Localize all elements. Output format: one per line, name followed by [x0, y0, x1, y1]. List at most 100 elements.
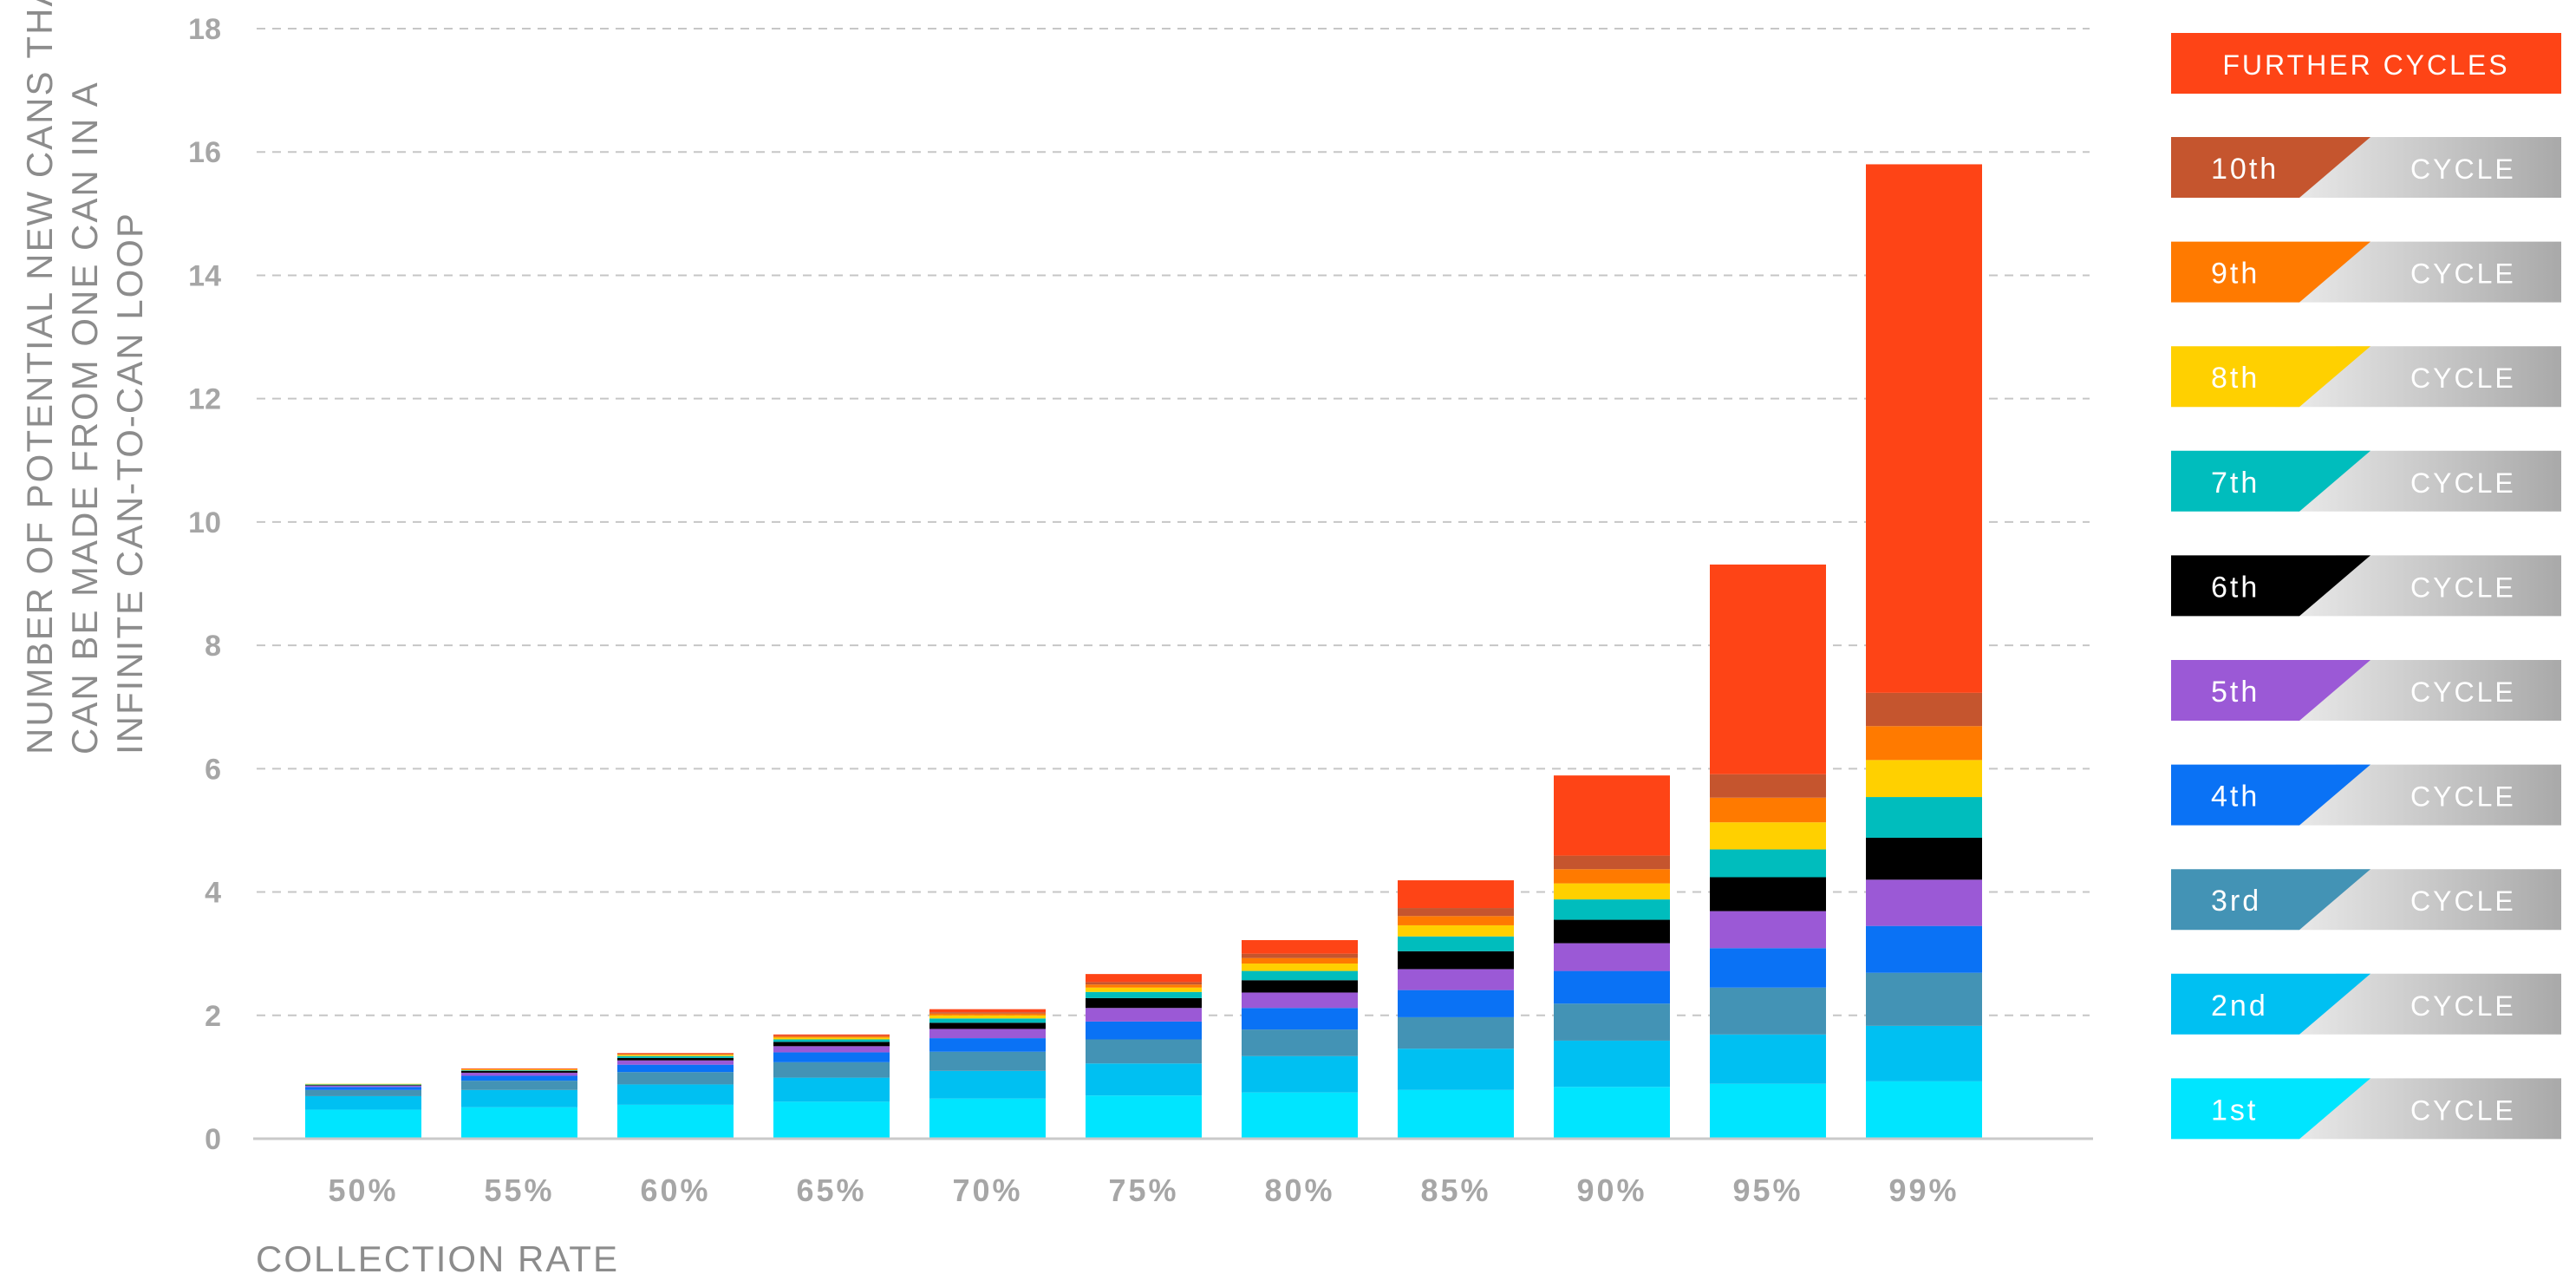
bar-segment — [1242, 992, 1358, 1009]
x-tick-label: 70% — [952, 1173, 1022, 1208]
bar-segment — [1086, 1021, 1202, 1040]
x-tick-label: 75% — [1108, 1173, 1178, 1208]
bar-segment — [929, 1013, 1046, 1016]
bar-segment — [1398, 936, 1514, 951]
x-axis-title: COLLECTION RATE — [256, 1238, 619, 1279]
bar-segment — [1398, 951, 1514, 970]
legend-swatch — [2171, 1078, 2371, 1140]
legend-cycle-label: CYCLE — [2410, 1094, 2516, 1126]
bar-segment — [1710, 822, 1826, 850]
bar-segment — [461, 1068, 577, 1070]
bar-segment — [461, 1081, 577, 1090]
bar-segment — [461, 1068, 577, 1069]
bar-segment — [1242, 980, 1358, 993]
legend-ordinal-label: 6th — [2211, 571, 2260, 604]
bar-segment — [1242, 957, 1358, 964]
x-tick-label: 80% — [1264, 1173, 1334, 1208]
bar-segment — [1866, 726, 1982, 761]
bar-segment — [773, 1101, 890, 1139]
bar-segment — [1398, 1089, 1514, 1139]
bar-segment — [929, 1051, 1046, 1071]
legend-swatch-further-cycles — [2171, 33, 2561, 94]
y-tick-label: 8 — [205, 630, 221, 663]
bar-segment — [1398, 1049, 1514, 1090]
legend-cycle-label: CYCLE — [2410, 572, 2516, 603]
bar-segment — [1554, 869, 1670, 884]
bar-segment — [1710, 911, 1826, 949]
legend-item-6th: 6th CYCLE — [2171, 555, 2561, 617]
x-tick-label: 55% — [484, 1173, 554, 1208]
bar-segment — [1710, 877, 1826, 911]
bar-segment — [305, 1089, 421, 1096]
y-tick-label: 6 — [205, 753, 221, 786]
legend-swatch — [2171, 450, 2371, 512]
bar-segment — [1242, 1008, 1358, 1030]
legend-item-10th: 10th CYCLE — [2171, 137, 2561, 198]
y-tick-label: 16 — [188, 136, 221, 169]
bar-segment — [1554, 1087, 1670, 1139]
bar-segment — [461, 1070, 577, 1073]
legend-item-4th: 4th CYCLE — [2171, 764, 2561, 826]
legend-cycle-label: CYCLE — [2410, 990, 2516, 1022]
bar-segment — [305, 1095, 421, 1110]
x-tick-label: 85% — [1420, 1173, 1490, 1208]
x-axis-ticks: 50% 55% 60% 65% 70% 75% 80% 85% 90% 95% 99% — [328, 1173, 1956, 1208]
y-tick-label: 12 — [188, 383, 221, 416]
x-tick-label: 50% — [328, 1173, 398, 1208]
bar-segment — [773, 1037, 890, 1040]
bar-segment — [1710, 948, 1826, 988]
bar-segment — [1554, 855, 1670, 870]
legend-ordinal-label: 5th — [2211, 676, 2260, 709]
bar-segment — [929, 1015, 1046, 1019]
bar-segment — [1554, 1003, 1670, 1041]
y-tick-label: 14 — [188, 259, 221, 292]
legend-ordinal-label: 4th — [2211, 781, 2260, 813]
bar-segment — [617, 1053, 734, 1055]
bar-segment — [1554, 775, 1670, 856]
bar-segment — [617, 1060, 734, 1065]
bar-segment — [1086, 991, 1202, 998]
bar-segment — [929, 1098, 1046, 1139]
legend-label-further-cycles: FURTHER CYCLES — [2222, 49, 2509, 81]
bar-segment — [1242, 1055, 1358, 1093]
bar-segment — [1086, 987, 1202, 992]
y-axis-title: NUMBER OF POTENTIAL NEW CANS THAT CAN BE… — [19, 0, 150, 755]
bar-segment — [929, 1070, 1046, 1099]
bar-segment — [461, 1075, 577, 1081]
bar-segment — [929, 1012, 1046, 1014]
bar-segment — [1554, 883, 1670, 900]
bar-segment — [773, 1046, 890, 1053]
legend-ordinal-label: 1st — [2211, 1094, 2258, 1127]
bar-segment — [773, 1062, 890, 1078]
y-tick-label: 18 — [188, 13, 221, 46]
bar-segment — [1086, 974, 1202, 983]
bar-segment — [305, 1087, 421, 1090]
bar-segment — [1086, 997, 1202, 1009]
bar-segment — [773, 1052, 890, 1062]
legend-cycle-label: CYCLE — [2410, 363, 2516, 394]
bar-segment — [1242, 964, 1358, 971]
legend-item-1st: 1st CYCLE — [2171, 1078, 2561, 1140]
bar-segment — [1398, 880, 1514, 909]
bar-segment — [929, 1029, 1046, 1039]
bar-segment — [305, 1109, 421, 1139]
x-tick-label: 95% — [1732, 1173, 1803, 1208]
legend-swatch — [2171, 555, 2371, 617]
bar-segment — [1554, 943, 1670, 971]
bar-segment — [617, 1064, 734, 1073]
bar-segment — [1710, 1034, 1826, 1084]
bar-segment — [305, 1084, 421, 1086]
legend-ordinal-label: 2nd — [2211, 990, 2268, 1022]
bar-segment — [1866, 797, 1982, 838]
y-axis-ticks: 0 2 4 6 8 10 12 14 16 18 — [188, 13, 221, 1156]
legend-ordinal-label: 9th — [2211, 258, 2260, 291]
legend-cycle-label: CYCLE — [2410, 676, 2516, 708]
bar-segment — [1710, 797, 1826, 823]
bar-segment — [1554, 919, 1670, 944]
x-tick-label: 90% — [1576, 1173, 1647, 1208]
legend-item-5th: 5th CYCLE — [2171, 660, 2561, 721]
bar-segment — [461, 1070, 577, 1071]
legend-ordinal-label: 8th — [2211, 362, 2260, 395]
bar-segment — [617, 1057, 734, 1061]
bar-segment — [1086, 1039, 1202, 1064]
